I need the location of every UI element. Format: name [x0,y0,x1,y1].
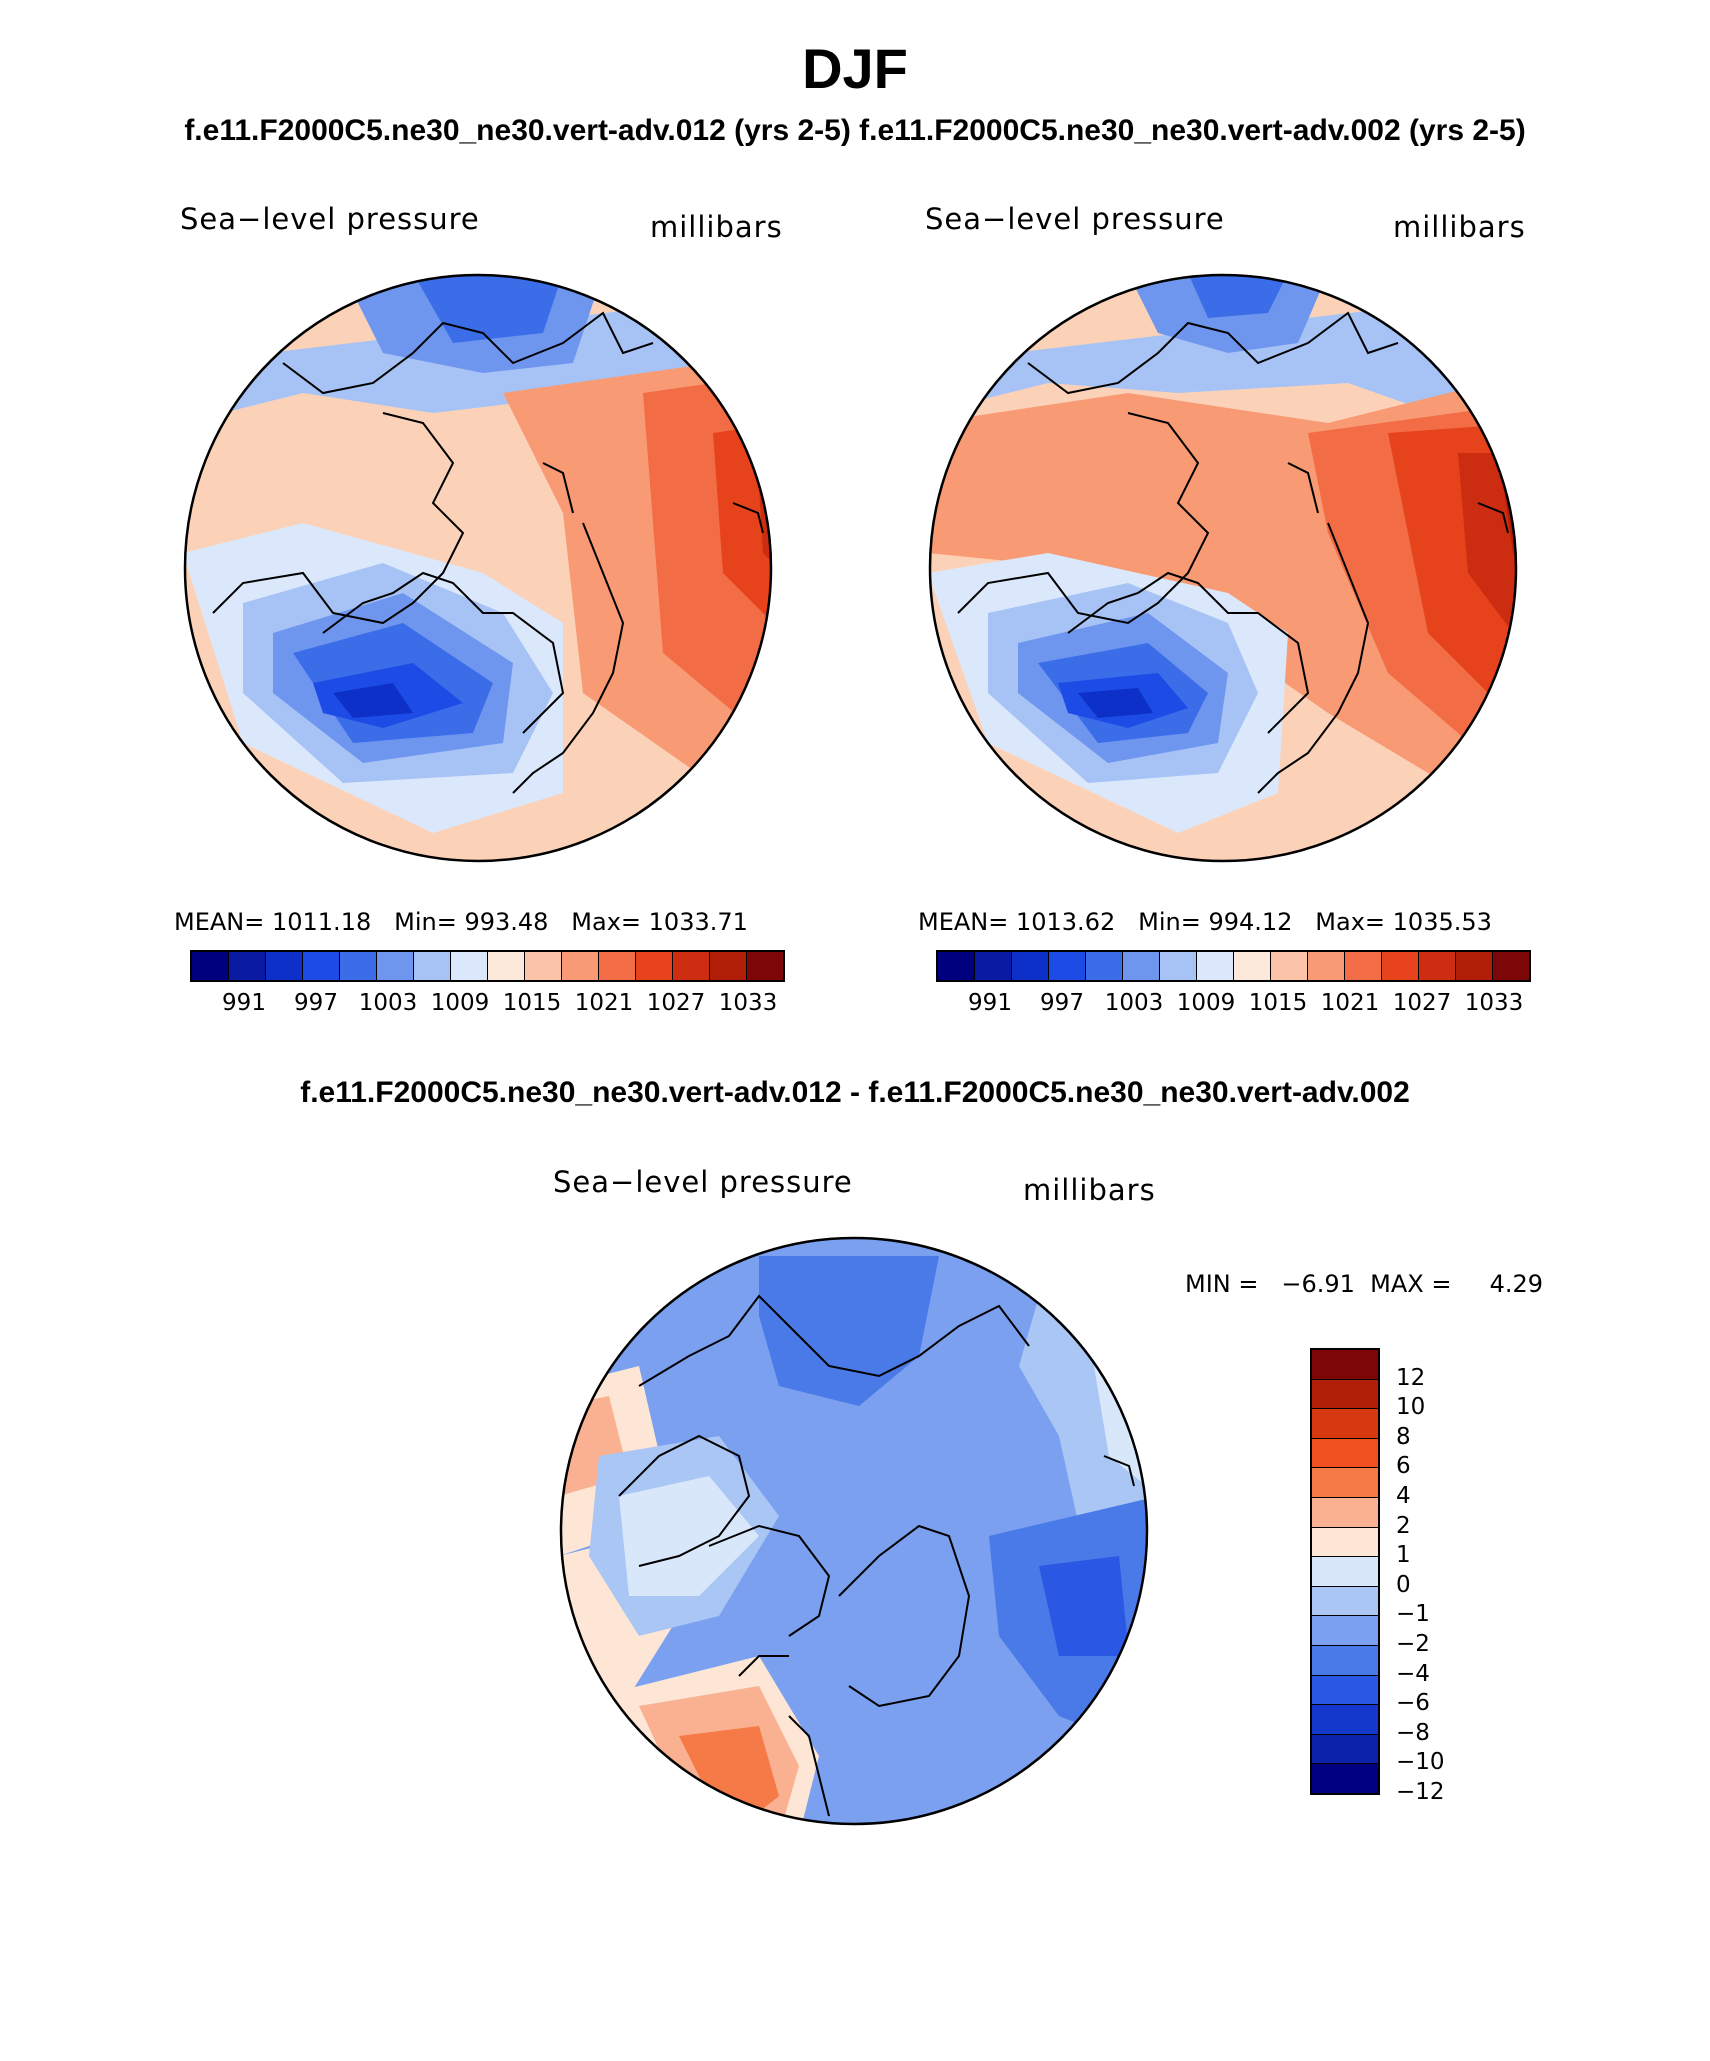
colorbar-swatch [599,952,636,980]
colorbar-tick-label: 1027 [1392,990,1452,1016]
colorbar-swatch [1493,952,1529,980]
colorbar-tick-label: −8 [1396,1719,1430,1746]
diff-min-max: MIN = −6.91 MAX = 4.29 [1185,1270,1544,1298]
colorbar-swatch [229,952,266,980]
colorbar-swatch [266,952,303,980]
colorbar-swatch [1382,952,1419,980]
right-colorbar [936,950,1531,982]
colorbar-swatch [1197,952,1234,980]
left-variable-label: Sea−level pressure [180,202,480,236]
colorbar-swatch [414,952,451,980]
colorbar-swatch [938,952,975,980]
colorbar-tick-label: 1003 [358,990,418,1016]
colorbar-swatch [340,952,377,980]
colorbar-tick-label: 10 [1396,1394,1426,1421]
diff-variable-label: Sea−level pressure [553,1165,853,1199]
figure-title: DJF [802,37,908,100]
colorbar-swatch [488,952,525,980]
colorbar-tick-label: 2 [1396,1512,1411,1539]
colorbar-tick-label: 4 [1396,1483,1411,1509]
right-polar-map [928,273,1518,863]
colorbar-tick-label: 1021 [1320,990,1380,1016]
colorbar-swatch [1086,952,1123,980]
difference-colorbar [1310,1348,1380,1795]
left-stats: MEAN= 1011.18 Min= 993.48 Max= 1033.71 [174,908,748,936]
colorbar-swatch [1456,952,1493,980]
pair-subtitle: f.e11.F2000C5.ne30_ne30.vert-adv.012 (yr… [184,114,1526,147]
colorbar-tick-label: 997 [1040,990,1084,1016]
colorbar-swatch [1312,1616,1378,1646]
colorbar-swatch [1312,1645,1378,1676]
colorbar-swatch [747,952,783,980]
colorbar-swatch [1312,1734,1378,1765]
colorbar-swatch [1419,952,1456,980]
colorbar-swatch [1312,1764,1378,1793]
colorbar-swatch [1123,952,1160,980]
colorbar-swatch [1312,1438,1378,1469]
colorbar-swatch [1234,952,1271,980]
colorbar-tick-label: 0 [1396,1571,1411,1598]
colorbar-swatch [525,952,562,980]
colorbar-swatch [1271,952,1308,980]
colorbar-swatch [1160,952,1197,980]
colorbar-swatch [1308,952,1345,980]
colorbar-tick-label: 1 [1396,1542,1411,1569]
colorbar-swatch [710,952,747,980]
colorbar-swatch [192,952,229,980]
colorbar-swatch [1049,952,1086,980]
colorbar-swatch [1312,1675,1378,1706]
colorbar-swatch [1312,1409,1378,1439]
left-colorbar [190,950,785,982]
colorbar-tick-label: 1027 [646,990,706,1016]
colorbar-tick-label: −12 [1396,1779,1445,1805]
left-polar-map [183,273,773,863]
colorbar-swatch [1312,1379,1378,1410]
colorbar-tick-label: 997 [294,990,338,1016]
colorbar-tick-label: 12 [1396,1364,1426,1391]
colorbar-tick-label: 1009 [1176,990,1236,1016]
colorbar-tick-label: 1033 [718,990,778,1016]
colorbar-swatch [1312,1497,1378,1528]
colorbar-swatch [1312,1527,1378,1558]
colorbar-swatch [1312,1586,1378,1617]
colorbar-swatch [636,952,673,980]
right-variable-label: Sea−level pressure [925,202,1225,236]
colorbar-swatch [377,952,414,980]
colorbar-tick-label: 1015 [502,990,562,1016]
colorbar-swatch [673,952,710,980]
diff-units-label: millibars [1023,1173,1156,1207]
colorbar-tick-label: −4 [1396,1660,1430,1687]
colorbar-tick-label: 991 [968,990,1012,1016]
colorbar-swatch [1312,1705,1378,1735]
colorbar-swatch [451,952,488,980]
right-units-label: millibars [1393,210,1526,244]
colorbar-tick-label: 991 [222,990,266,1016]
colorbar-swatch [1312,1557,1378,1587]
difference-subtitle: f.e11.F2000C5.ne30_ne30.vert-adv.012 - f… [300,1076,1410,1109]
colorbar-tick-label: 1033 [1464,990,1524,1016]
left-units-label: millibars [650,210,783,244]
colorbar-swatch [1345,952,1382,980]
difference-polar-map [559,1236,1149,1826]
colorbar-tick-label: −1 [1396,1601,1430,1628]
colorbar-tick-label: 1015 [1248,990,1308,1016]
colorbar-swatch [1312,1468,1378,1498]
colorbar-tick-label: −10 [1396,1749,1445,1776]
colorbar-swatch [1312,1350,1378,1380]
colorbar-swatch [975,952,1012,980]
colorbar-swatch [303,952,340,980]
colorbar-tick-label: 8 [1396,1423,1411,1450]
colorbar-swatch [1012,952,1049,980]
colorbar-tick-label: 1021 [574,990,634,1016]
colorbar-tick-label: 1003 [1104,990,1164,1016]
colorbar-swatch [562,952,599,980]
colorbar-tick-label: −2 [1396,1631,1430,1657]
colorbar-tick-label: −6 [1396,1690,1430,1717]
colorbar-tick-label: 1009 [430,990,490,1016]
right-stats: MEAN= 1013.62 Min= 994.12 Max= 1035.53 [918,908,1492,936]
colorbar-tick-label: 6 [1396,1453,1411,1480]
